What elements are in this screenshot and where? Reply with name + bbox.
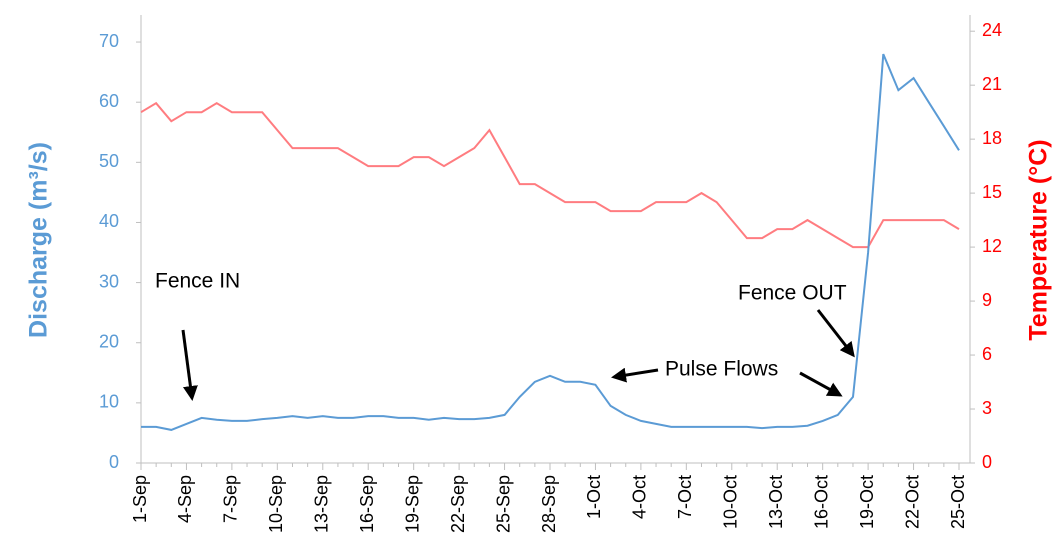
- x-tick-label: 25-Sep: [493, 475, 513, 533]
- y2-tick-label: 0: [982, 452, 992, 472]
- y2-tick-label: 12: [982, 236, 1002, 256]
- y2-tick-label: 24: [982, 20, 1002, 40]
- y2-tick-label: 3: [982, 398, 992, 418]
- y-tick-label: 60: [99, 91, 119, 111]
- y-tick-label: 20: [99, 331, 119, 351]
- y2-axis-label: Temperature (°C): [1025, 139, 1053, 340]
- x-tick-label: 16-Sep: [357, 475, 377, 533]
- y2-tick-label: 15: [982, 182, 1002, 202]
- x-tick-label: 13-Sep: [312, 475, 332, 533]
- y-tick-label: 40: [99, 211, 119, 231]
- x-tick-label: 16-Oct: [811, 475, 831, 529]
- annotation: Fence OUT: [738, 282, 847, 305]
- y2-tick-label: 6: [982, 344, 992, 364]
- x-tick-label: 10-Sep: [266, 475, 286, 533]
- y2-tick-label: 9: [982, 290, 992, 310]
- y-tick-label: 50: [99, 151, 119, 171]
- x-tick-label: 10-Oct: [721, 475, 741, 529]
- y2-tick-label: 21: [982, 74, 1002, 94]
- x-tick-label: 13-Oct: [766, 475, 786, 529]
- annotation-arrows: [181, 309, 855, 401]
- data-line: [140, 101, 960, 249]
- x-tick-label: 19-Oct: [857, 475, 877, 529]
- x-tick-label: 1-Sep: [130, 475, 150, 523]
- y-tick-label: 0: [109, 452, 119, 472]
- x-tick-label: 25-Oct: [948, 475, 968, 529]
- y-tick-label: 30: [99, 271, 119, 291]
- y-axis-label: Discharge (m³/s): [25, 142, 53, 338]
- x-tick-label: 7-Oct: [675, 475, 695, 519]
- x-tick-label: 4-Oct: [630, 475, 650, 519]
- y-tick-label: 70: [99, 31, 119, 51]
- x-tick-label: 19-Sep: [402, 475, 422, 533]
- x-tick-label: 22-Oct: [902, 475, 922, 529]
- annotation: Pulse Flows: [665, 358, 778, 381]
- data-line: [141, 53, 960, 431]
- y2-tick-label: 18: [982, 128, 1002, 148]
- x-tick-label: 4-Sep: [175, 475, 195, 523]
- x-tick-label: 1-Oct: [584, 475, 604, 519]
- x-tick-label: 7-Sep: [221, 475, 241, 523]
- x-tick-label: 22-Sep: [448, 475, 468, 533]
- y-tick-label: 10: [99, 392, 119, 412]
- annotation: Fence IN: [155, 270, 240, 293]
- x-tick-label: 28-Sep: [539, 475, 559, 533]
